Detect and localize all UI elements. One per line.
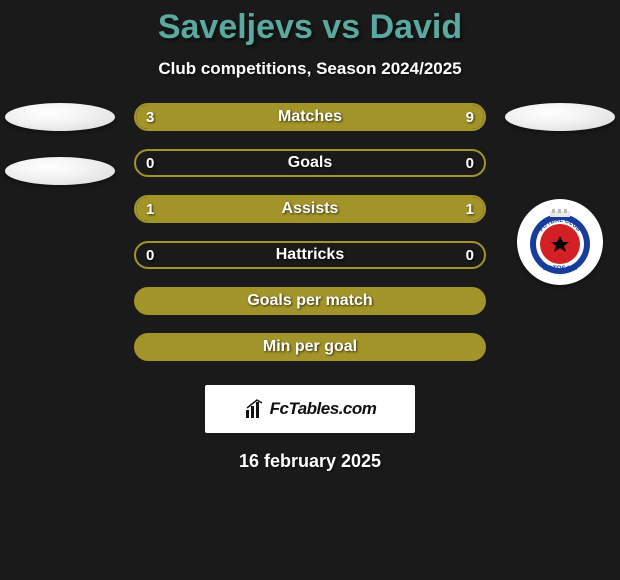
stat-value-right: 1 — [466, 201, 474, 218]
stat-bar: 0 0 Hattricks — [134, 241, 486, 269]
stat-bar: Min per goal — [134, 333, 486, 361]
stat-bar: 3 9 Matches — [134, 103, 486, 131]
stat-label: Assists — [282, 200, 339, 218]
stat-value-left: 1 — [146, 201, 154, 218]
stat-value-right: 0 — [466, 155, 474, 172]
page-subtitle: Club competitions, Season 2024/2025 — [158, 59, 461, 79]
stat-fill-right — [223, 105, 484, 129]
club-badge: FOTBAL CLUB BOTOSANI — [517, 199, 603, 285]
player-avatar-placeholder — [5, 103, 115, 131]
player-avatar-placeholder — [505, 103, 615, 131]
page-title: Saveljevs vs David — [158, 8, 462, 47]
stat-bar: 0 0 Goals — [134, 149, 486, 177]
stat-label: Matches — [278, 108, 342, 126]
right-player-col: FOTBAL CLUB BOTOSANI — [500, 103, 620, 285]
stat-value-left: 0 — [146, 247, 154, 264]
player-avatar-placeholder — [5, 157, 115, 185]
stat-bar: Goals per match — [134, 287, 486, 315]
logo-text: FcTables.com — [270, 399, 377, 419]
stat-bar: 1 1 Assists — [134, 195, 486, 223]
stat-value-left: 0 — [146, 155, 154, 172]
stat-label: Min per goal — [263, 338, 357, 356]
stat-label: Hattricks — [276, 246, 344, 264]
svg-text:BOTOSANI: BOTOSANI — [543, 265, 577, 272]
stat-label: Goals per match — [247, 292, 372, 310]
stats-area: 3 9 Matches 0 0 Goals 1 1 Assists 0 0 Hattricks Goal… — [0, 103, 620, 433]
stat-value-left: 3 — [146, 109, 154, 126]
date-label: 16 february 2025 — [239, 451, 381, 472]
left-player-col — [0, 103, 120, 211]
stat-value-right: 9 — [466, 109, 474, 126]
stats-center: 3 9 Matches 0 0 Goals 1 1 Assists 0 0 Hattricks Goal… — [120, 103, 500, 433]
fctables-logo[interactable]: FcTables.com — [205, 385, 415, 433]
chart-icon — [244, 398, 266, 420]
stat-label: Goals — [288, 154, 332, 172]
stat-value-right: 0 — [466, 247, 474, 264]
comparison-card: Saveljevs vs David Club competitions, Se… — [0, 0, 620, 472]
